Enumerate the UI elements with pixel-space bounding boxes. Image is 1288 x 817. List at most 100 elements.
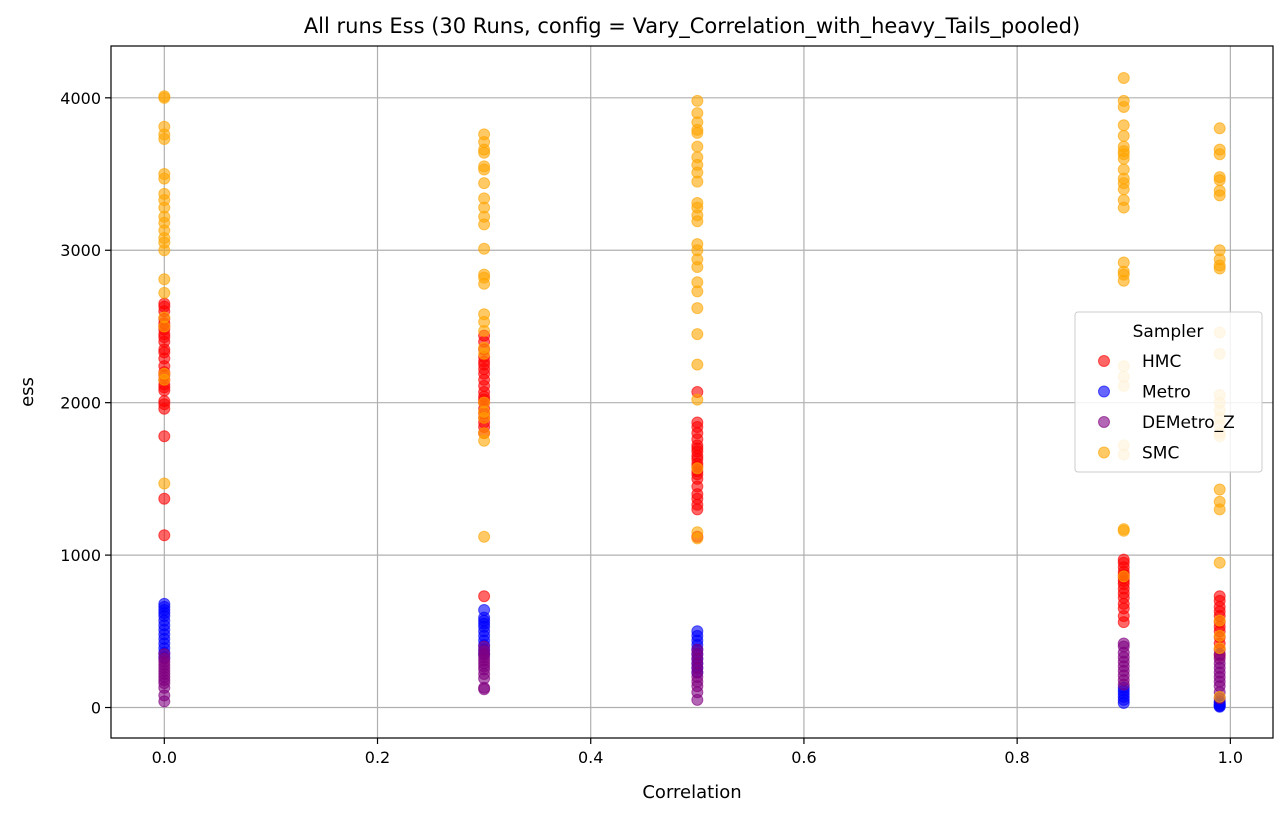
data-point [1117,119,1130,132]
y-tick-label: 1000 [60,546,101,565]
data-point [691,94,704,107]
data-point [691,196,704,209]
data-point [158,297,171,310]
data-point [691,140,704,153]
x-tick-label: 0.2 [365,748,390,767]
legend-title: Sampler [1133,322,1204,342]
data-point [1117,72,1130,85]
legend-box [1074,311,1263,473]
x-tick-label: 0.4 [578,748,603,767]
data-point [478,192,491,205]
legend: Sampler HMC Metro DEMetro_Z SMC [1074,311,1263,473]
data-point [691,526,704,539]
data-point [1117,193,1130,206]
data-point [691,302,704,315]
data-point [1213,143,1226,156]
data-point [478,603,491,616]
data-point [158,395,171,408]
legend-items: HMC Metro DEMetro_Z SMC [1098,352,1235,464]
data-point [158,529,171,542]
data-point [1213,122,1226,135]
y-tick-label: 0 [91,699,101,718]
data-point [478,308,491,321]
data-point [1117,140,1130,153]
data-point [691,238,704,251]
data-point [691,643,704,656]
data-point [158,367,171,380]
data-point [1213,556,1226,569]
x-tick-label: 0.8 [1004,748,1029,767]
data-point [158,90,171,103]
data-point [478,396,491,409]
data-point [1117,163,1130,176]
data-point [1213,495,1226,508]
data-point [1213,244,1226,257]
data-point [158,597,171,610]
y-tick-label: 3000 [60,241,101,260]
chart-title: All runs Ess (30 Runs, config = Vary_Cor… [304,14,1080,39]
data-point [478,242,491,255]
x-tick-label: 0.0 [152,748,177,767]
data-point [478,160,491,173]
data-point [158,477,171,490]
data-point [478,427,491,440]
legend-label: Metro [1142,383,1191,403]
y-tick-label: 2000 [60,394,101,413]
plot-frame [110,45,1274,739]
data-point [158,492,171,505]
data-point [158,187,171,200]
data-point [1213,642,1226,655]
series-demetro-z [158,637,1226,708]
data-point [1117,570,1130,583]
data-point [478,177,491,190]
data-point [691,625,704,638]
data-point [478,530,491,543]
data-point [1213,614,1226,627]
data-point [1117,256,1130,269]
x-axis-ticks: 0.0 0.2 0.4 0.6 0.8 1.0 [152,738,1243,767]
data-point [1117,523,1130,536]
data-point [1117,94,1130,107]
data-point [478,341,491,354]
data-point [691,393,704,406]
data-point [158,430,171,443]
data-point [478,268,491,281]
data-point [478,590,491,603]
data-point [158,273,171,286]
data-point [158,648,171,661]
data-point [691,462,704,475]
legend-label: HMC [1142,352,1181,372]
data-points [158,72,1226,713]
data-point [691,328,704,341]
data-point [1213,184,1226,197]
data-point [691,358,704,371]
x-tick-label: 0.6 [791,748,816,767]
legend-marker [1098,416,1110,428]
data-point [478,640,491,653]
y-axis-ticks: 0 1000 2000 3000 4000 [60,89,111,718]
data-point [1117,129,1130,142]
data-point [1117,553,1130,566]
data-point [478,128,491,141]
legend-marker [1098,446,1110,459]
data-point [1213,171,1226,184]
data-point [691,276,704,289]
data-point [158,168,171,181]
data-point [1213,690,1226,703]
legend-label: DEMetro_Z [1142,413,1235,433]
x-tick-label: 1.0 [1218,748,1243,767]
data-point [1117,637,1130,650]
y-tick-label: 4000 [60,89,101,108]
legend-label: SMC [1142,444,1179,464]
data-point [1213,629,1226,642]
data-point [158,286,171,299]
legend-marker [1098,355,1110,367]
data-point [691,107,704,120]
data-point [691,151,704,164]
data-point [158,311,171,324]
series-smc [158,72,1226,703]
data-point [691,416,704,429]
data-point [158,120,171,133]
legend-marker [1098,385,1110,398]
